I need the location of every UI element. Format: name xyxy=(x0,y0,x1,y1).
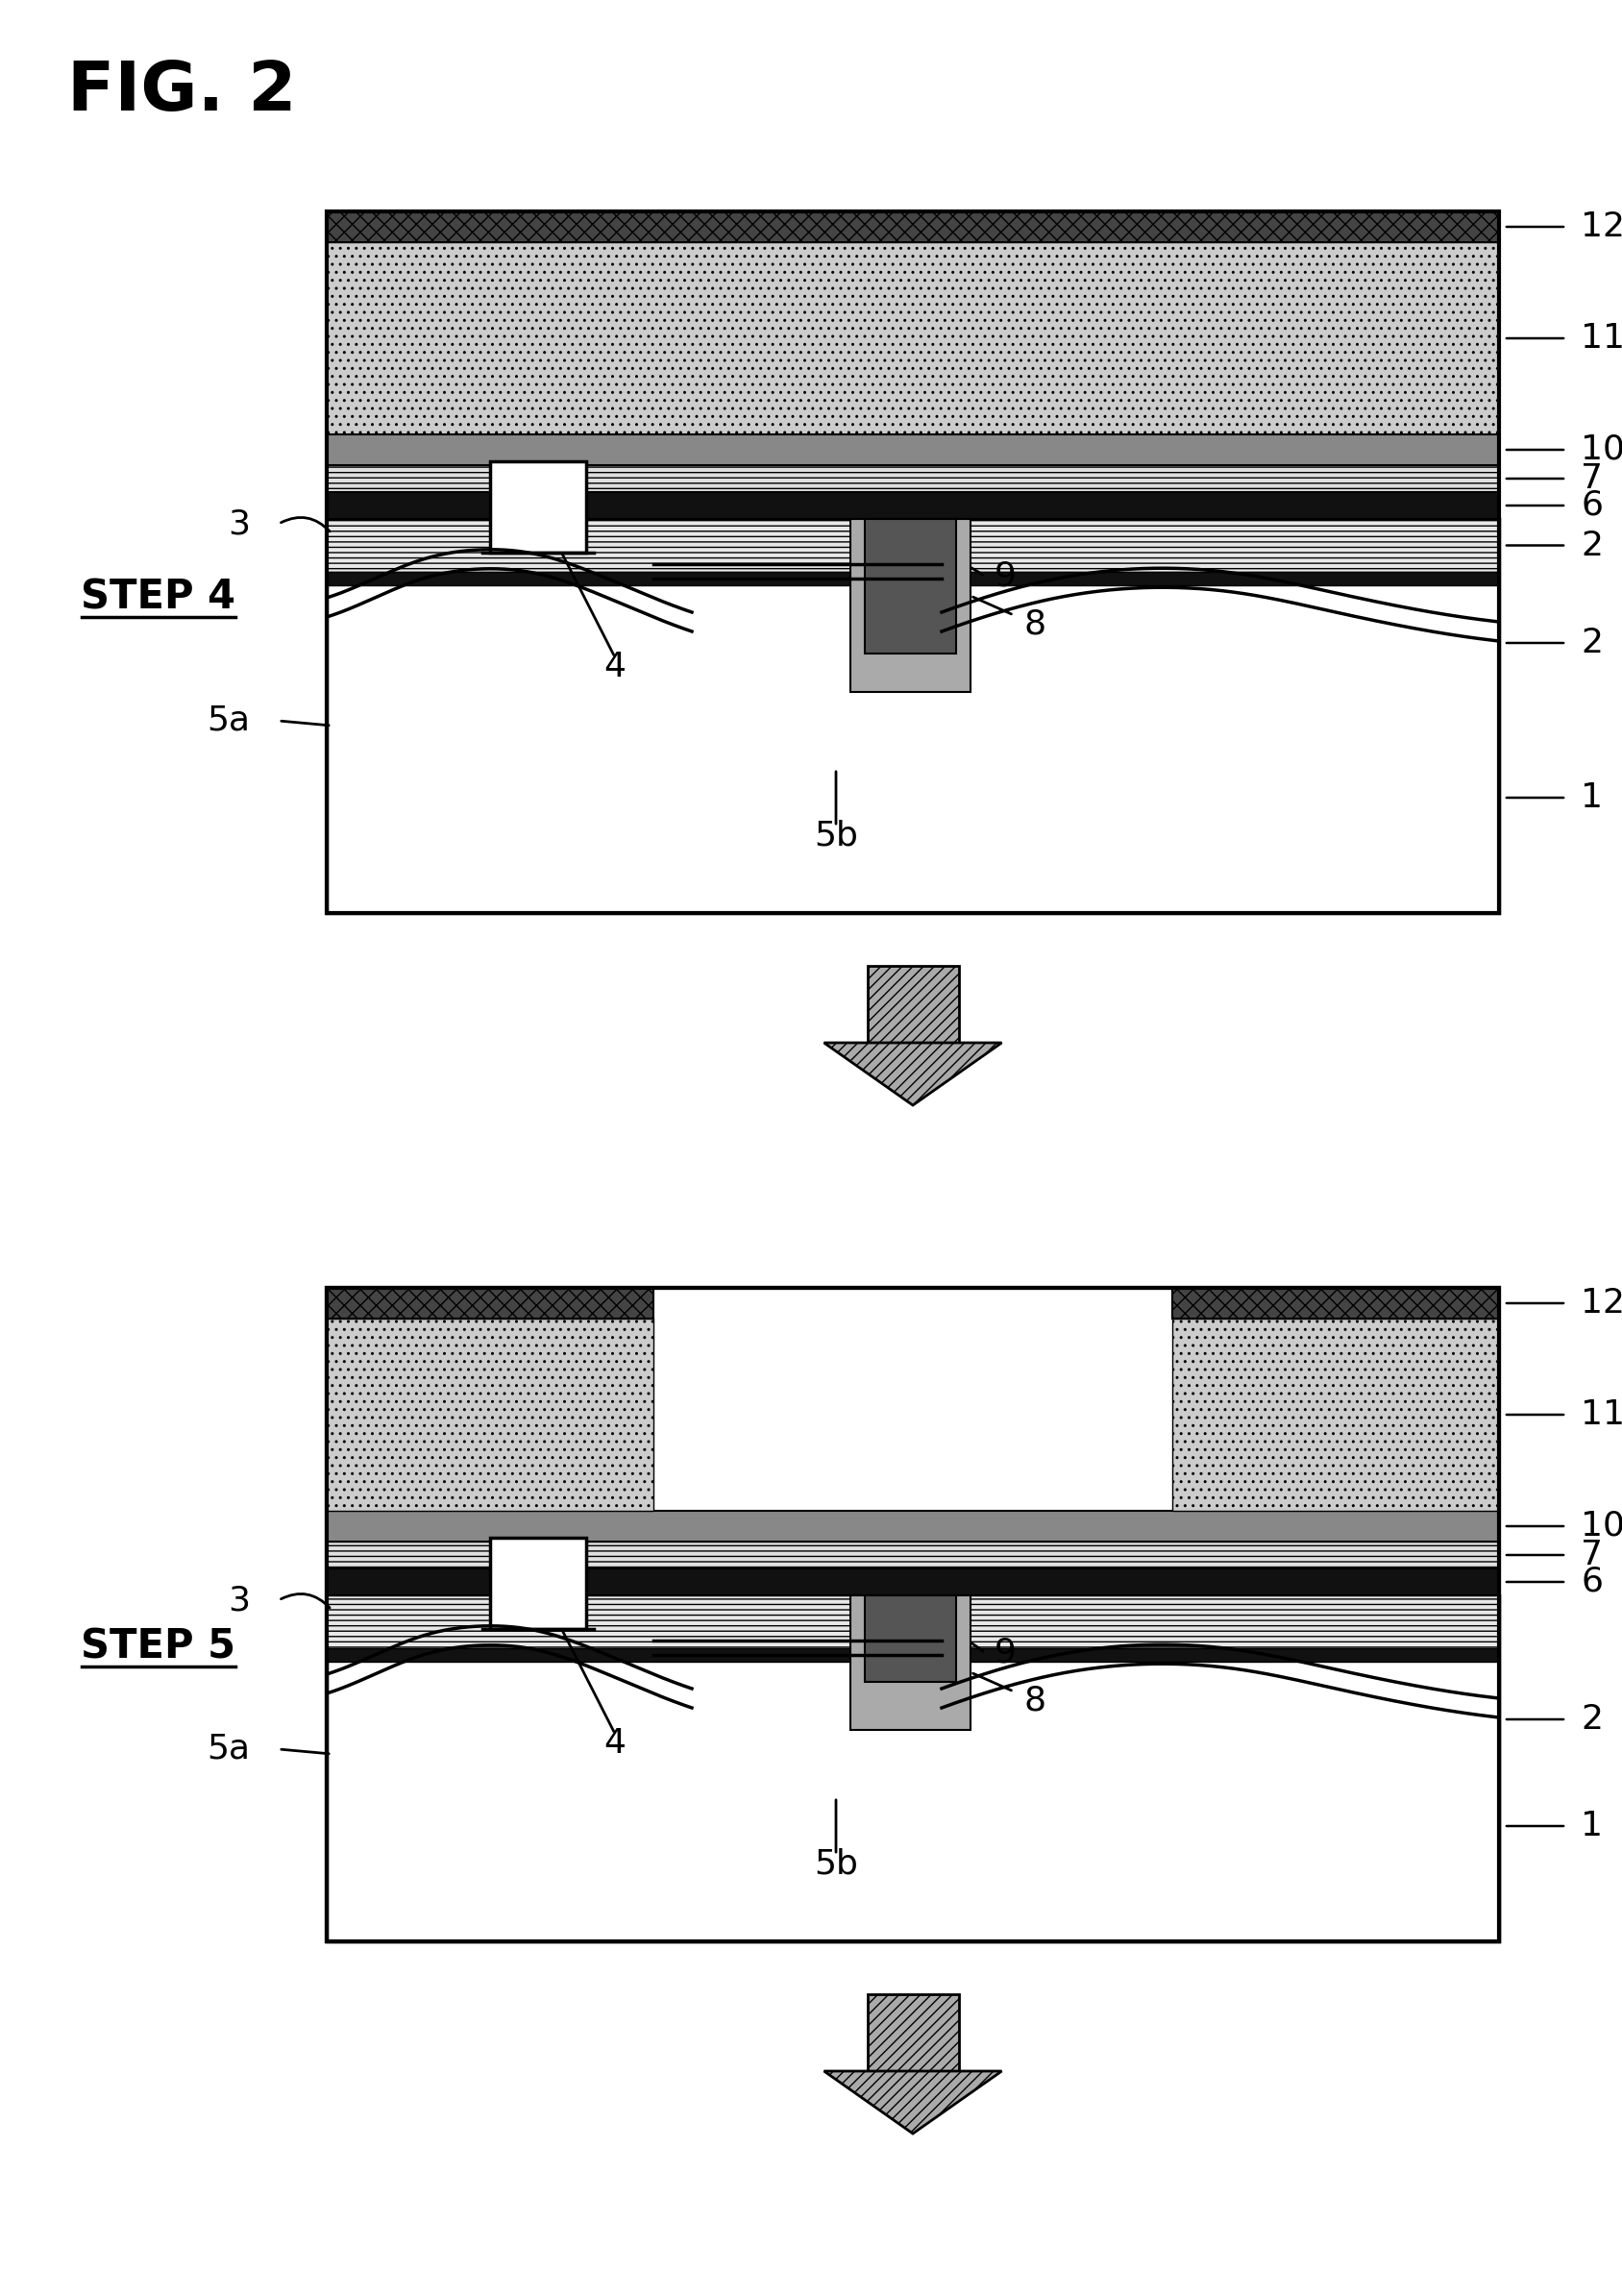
Text: 5b: 5b xyxy=(814,1848,858,1880)
Bar xyxy=(326,1596,1499,1649)
Text: 5a: 5a xyxy=(206,1733,250,1766)
Text: 11: 11 xyxy=(1581,1398,1622,1430)
Bar xyxy=(1173,1288,1499,1318)
Bar xyxy=(326,1568,1499,1596)
Bar xyxy=(850,519,970,691)
Bar xyxy=(326,211,1499,914)
Text: 7: 7 xyxy=(1581,461,1603,496)
Bar xyxy=(326,491,1499,519)
Text: 12: 12 xyxy=(1581,1286,1622,1320)
Bar xyxy=(326,1288,654,1318)
Bar xyxy=(326,1318,654,1511)
Bar xyxy=(865,519,955,654)
Text: 7: 7 xyxy=(1581,1538,1603,1570)
Bar xyxy=(326,1511,1499,1541)
Bar xyxy=(326,1288,1499,1942)
Text: 8: 8 xyxy=(1023,1685,1046,1717)
Text: 6: 6 xyxy=(1581,1566,1603,1598)
Bar xyxy=(868,1995,959,2071)
Text: 1: 1 xyxy=(1581,1809,1603,1841)
Text: 2: 2 xyxy=(1581,627,1603,659)
Text: 9: 9 xyxy=(994,1637,1017,1669)
Bar xyxy=(1173,1318,1499,1511)
Polygon shape xyxy=(824,2071,1002,2133)
Text: 8: 8 xyxy=(1023,608,1046,641)
Text: 4: 4 xyxy=(603,650,626,684)
Text: 3: 3 xyxy=(227,1584,250,1616)
Text: 6: 6 xyxy=(1581,489,1603,521)
Text: STEP 5: STEP 5 xyxy=(81,1628,235,1667)
Bar xyxy=(326,1541,1499,1568)
Bar xyxy=(326,1596,1499,1942)
Text: 2: 2 xyxy=(1581,528,1603,563)
Bar xyxy=(326,572,1499,585)
Bar xyxy=(326,519,1499,572)
Text: 10: 10 xyxy=(1581,1511,1622,1543)
Text: STEP 4: STEP 4 xyxy=(81,576,235,618)
Text: 4: 4 xyxy=(603,1727,626,1759)
Bar xyxy=(326,1649,1499,1662)
Bar xyxy=(326,241,1499,434)
Bar xyxy=(326,434,1499,466)
Bar xyxy=(326,1288,1499,1942)
Bar xyxy=(326,519,1499,914)
Polygon shape xyxy=(824,1042,1002,1104)
Bar xyxy=(326,466,1499,491)
Bar xyxy=(326,211,1499,241)
Bar xyxy=(850,1596,970,1729)
Bar xyxy=(490,1538,586,1630)
Bar xyxy=(868,967,959,1042)
Text: 11: 11 xyxy=(1581,321,1622,354)
Text: 10: 10 xyxy=(1581,434,1622,466)
Bar xyxy=(490,461,586,553)
Text: FIG. 2: FIG. 2 xyxy=(67,57,297,124)
Text: 9: 9 xyxy=(994,560,1017,592)
Text: 12: 12 xyxy=(1581,211,1622,243)
Bar xyxy=(865,1596,955,1683)
Text: 5b: 5b xyxy=(814,820,858,852)
Text: 5a: 5a xyxy=(206,705,250,737)
Text: 2: 2 xyxy=(1581,1704,1603,1736)
Text: 1: 1 xyxy=(1581,781,1603,815)
Text: 3: 3 xyxy=(227,507,250,540)
